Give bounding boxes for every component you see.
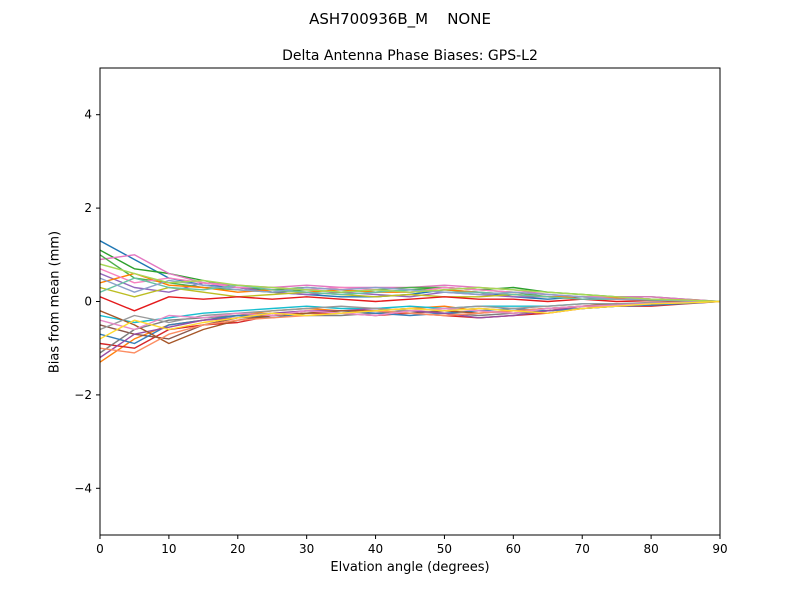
y-axis-label: Bias from mean (mm): [47, 230, 63, 374]
y-tick-label: 0: [84, 295, 92, 309]
y-tick-label: 2: [84, 201, 92, 215]
x-tick-label: 90: [712, 542, 727, 556]
series-line-19: [100, 300, 720, 354]
series-line-22: [100, 263, 720, 303]
series-line-10: [100, 296, 720, 312]
series-line-2: [100, 249, 720, 303]
x-tick-label: 0: [96, 542, 104, 556]
x-tick-label: 10: [161, 542, 176, 556]
series-line-21: [100, 300, 720, 331]
x-tick-label: 60: [506, 542, 521, 556]
y-tick-label: 4: [84, 108, 92, 122]
x-tick-label: 70: [575, 542, 590, 556]
x-tick-label: 20: [230, 542, 245, 556]
axes-title: Delta Antenna Phase Biases: GPS-L2: [282, 48, 538, 64]
x-tick-label: 40: [368, 542, 383, 556]
series-line-23: [100, 300, 720, 340]
figure-title: ASH700936B_M NONE: [309, 10, 491, 28]
x-tick-label: 30: [299, 542, 314, 556]
x-axis-label: Elvation angle (degrees): [330, 560, 490, 575]
x-tick-label: 80: [643, 542, 658, 556]
series-line-20: [100, 277, 720, 303]
x-tick-label: 50: [437, 542, 452, 556]
y-tick-label: −2: [74, 388, 92, 402]
y-tick-label: −4: [74, 481, 92, 495]
series-group: [100, 240, 720, 363]
